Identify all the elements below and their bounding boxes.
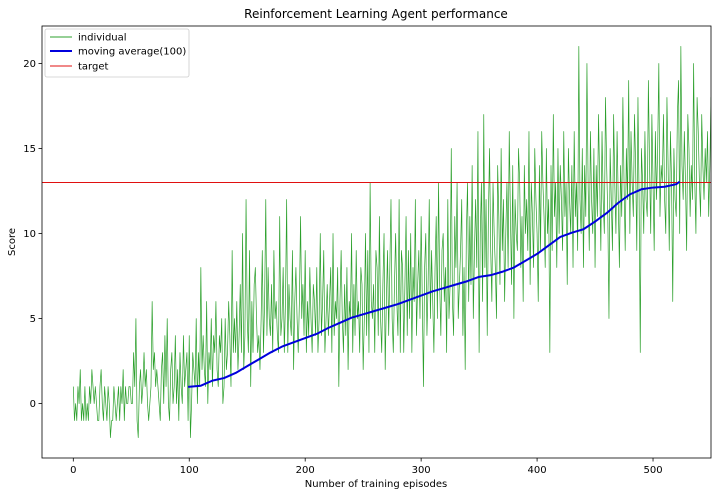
legend-box <box>44 28 190 78</box>
y-tick-label: 5 <box>30 314 36 325</box>
y-axis: 0 5 10 15 20 <box>23 59 42 410</box>
series-line-individual <box>72 46 711 438</box>
series-line-moving-average <box>187 180 681 388</box>
y-tick-label: 0 <box>30 399 36 410</box>
chart-title: Reinforcement Learning Agent performance <box>244 7 508 21</box>
legend: individual moving average(100) target <box>44 28 190 78</box>
x-tick-label: 400 <box>528 465 547 476</box>
axes-frame <box>41 25 712 459</box>
y-axis-label: Score <box>7 228 18 256</box>
x-tick-label: 200 <box>296 465 315 476</box>
x-axis: 0 100 200 300 400 500 <box>70 458 663 476</box>
x-axis-label: Number of training episodes <box>305 479 447 490</box>
x-tick-label: 500 <box>643 465 662 476</box>
y-tick-label: 15 <box>23 144 36 155</box>
legend-label-individual: individual <box>78 33 127 44</box>
y-tick-label: 10 <box>23 229 36 240</box>
plot-area <box>42 46 711 438</box>
x-tick-label: 100 <box>180 465 199 476</box>
x-tick-label: 0 <box>70 465 76 476</box>
legend-label-moving-average: moving average(100) <box>78 47 186 58</box>
y-tick-label: 20 <box>23 59 36 70</box>
x-tick-label: 300 <box>412 465 431 476</box>
legend-label-target: target <box>78 62 108 73</box>
